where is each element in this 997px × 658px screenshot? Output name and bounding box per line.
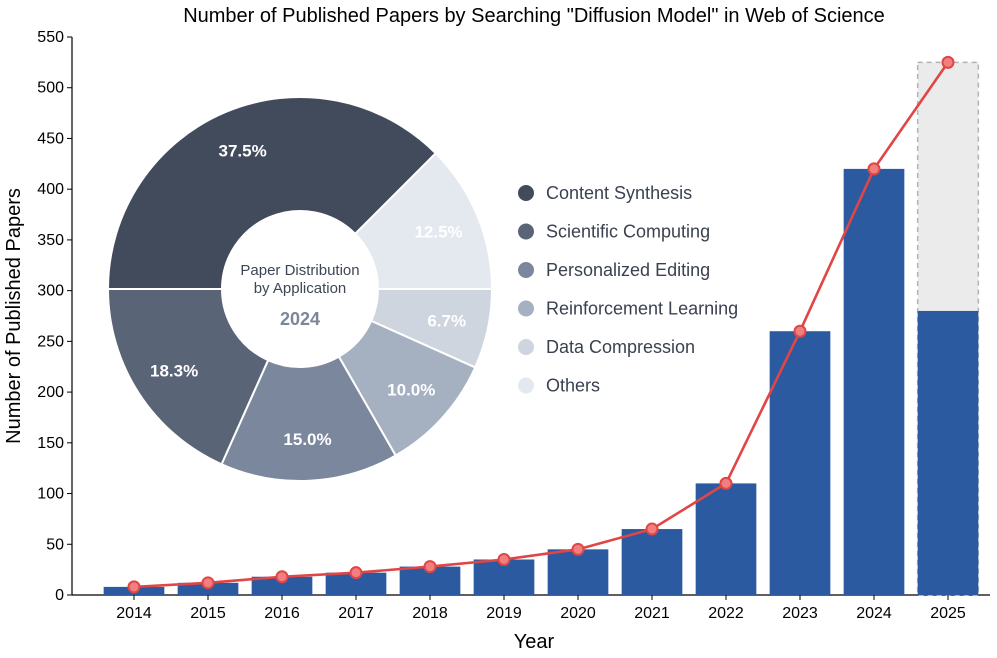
trend-point-2021 [645,522,659,536]
legend-marker [518,185,534,201]
y-axis-label: Number of Published Papers [3,188,25,444]
y-tick-label: 50 [46,536,64,553]
bar-2017 [325,572,387,595]
pie-center-subtitle: by Application [254,280,347,297]
trend-point-2020 [571,542,585,556]
pie-slice-personalized-editing [220,355,398,482]
pie-center-year: 2024 [280,309,320,329]
y-tick-label: 150 [37,435,64,452]
legend-marker [518,262,534,278]
y-tick-label: 400 [37,181,64,198]
pie-slice-label: 18.3% [150,362,198,381]
pie-center-label: Paper Distribution by Application 2024 [240,262,359,329]
pie-slice-label: 12.5% [414,223,462,242]
y-tick-label: 450 [37,130,64,147]
x-tick-label: 2017 [338,605,374,622]
y-tick-label: 100 [37,486,64,503]
x-tick-label: 2024 [856,605,892,622]
trend-point-2022 [719,476,733,490]
pie-chart: 37.5% 12.5% 6.7% 10.0% 15.0% 18.3% [106,96,494,482]
pie-legend: Content Synthesis Scientific Computing Per… [518,183,738,396]
y-tick-label: 200 [37,384,64,401]
pie-center-hole [223,212,377,366]
y-tick-label: 350 [37,232,64,249]
trend-point-2018 [423,560,437,574]
pie-slice-content-synthesis [106,96,438,290]
trend-point-2016 [275,570,289,584]
bar-2025 [917,310,979,595]
bar-2020 [547,549,609,595]
legend-label: Data Compression [546,337,695,357]
x-tick-label: 2014 [116,605,152,622]
bar-2024 [843,168,905,595]
y-tick-label: 250 [37,333,64,350]
trend-line [133,61,950,589]
trend-point-2014 [127,580,141,594]
legend-marker [518,377,534,394]
y-tick-label: 550 [37,29,64,46]
trend-point-2024 [867,162,881,176]
pie-slice-label: 15.0% [283,430,331,449]
pie-slice-label: 10.0% [387,381,435,400]
chart-title: Number of Published Papers by Searching … [183,5,885,27]
pie-center-title: Paper Distribution [240,262,359,279]
bar-2021 [621,529,683,595]
bar-2022 [695,483,757,595]
trend-line-series [127,55,955,594]
pie-slice-others [353,151,494,290]
pie-slice-label: 37.5% [218,141,266,160]
legend-label: Personalized Editing [546,260,710,280]
y-axis-ticks: 0 50 100 150 200 250 300 350 400 450 500 550 [37,29,72,604]
legend-label: Content Synthesis [546,183,692,203]
legend-marker [518,339,534,355]
bar-2016 [251,576,313,595]
x-tick-label: 2016 [264,605,300,622]
trend-point-2019 [497,552,511,566]
x-tick-label: 2025 [930,605,966,622]
x-axis-label: Year [514,631,555,653]
x-tick-label: 2019 [486,605,522,622]
trend-point-2023 [793,324,807,338]
x-tick-label: 2018 [412,605,448,622]
bar-2023 [769,331,831,595]
y-tick-label: 500 [37,80,64,97]
x-tick-label: 2020 [560,605,596,622]
legend-label: Scientific Computing [546,222,710,242]
pie-slice-scientific-computing [106,288,270,466]
trend-point-2017 [349,566,363,580]
trend-point-2015 [201,576,215,590]
x-tick-label: 2023 [782,605,818,622]
legend-label: Reinforcement Learning [546,299,738,319]
x-tick-label: 2022 [708,605,744,622]
legend-marker [518,300,534,317]
legend-label: Others [546,376,600,396]
x-tick-label: 2015 [190,605,226,622]
x-axis-ticks: 2014 2015 2016 2017 2018 2019 2020 2021 2022 2023… [116,595,966,622]
pie-slice-label: 6.7% [427,311,466,330]
y-tick-label: 0 [55,587,64,604]
x-tick-label: 2021 [634,605,670,622]
trend-point-2025 [941,55,955,69]
y-tick-label: 300 [37,283,64,300]
legend-marker [518,223,534,240]
